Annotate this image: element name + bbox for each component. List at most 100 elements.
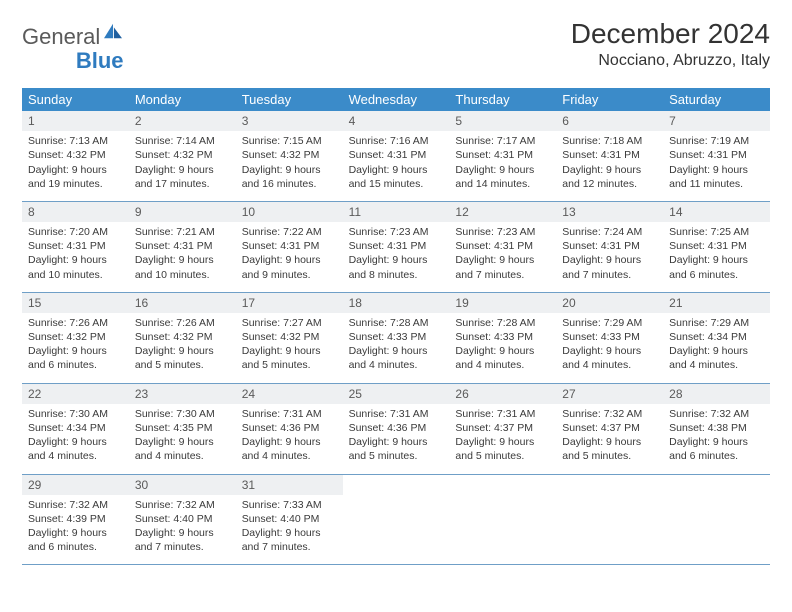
day-number (556, 475, 663, 495)
day-cell: 5Sunrise: 7:17 AMSunset: 4:31 PMDaylight… (449, 111, 556, 201)
day-body: Sunrise: 7:13 AMSunset: 4:32 PMDaylight:… (22, 131, 129, 201)
sunset-line: Sunset: 4:37 PM (455, 421, 550, 435)
day-number (343, 475, 450, 495)
day-number: 25 (343, 384, 450, 404)
sunset-line: Sunset: 4:31 PM (455, 148, 550, 162)
sunrise-line: Sunrise: 7:20 AM (28, 225, 123, 239)
sunrise-line: Sunrise: 7:29 AM (669, 316, 764, 330)
sunrise-line: Sunrise: 7:18 AM (562, 134, 657, 148)
weekday-header: Saturday (663, 88, 770, 111)
daylight-line: Daylight: 9 hours and 16 minutes. (242, 163, 337, 191)
daylight-line: Daylight: 9 hours and 5 minutes. (562, 435, 657, 463)
day-body: Sunrise: 7:26 AMSunset: 4:32 PMDaylight:… (22, 313, 129, 383)
sunset-line: Sunset: 4:40 PM (242, 512, 337, 526)
day-cell: 29Sunrise: 7:32 AMSunset: 4:39 PMDayligh… (22, 475, 129, 565)
day-cell: 12Sunrise: 7:23 AMSunset: 4:31 PMDayligh… (449, 202, 556, 292)
day-number: 22 (22, 384, 129, 404)
sunrise-line: Sunrise: 7:32 AM (135, 498, 230, 512)
sunrise-line: Sunrise: 7:32 AM (669, 407, 764, 421)
sunset-line: Sunset: 4:31 PM (562, 148, 657, 162)
sunset-line: Sunset: 4:33 PM (455, 330, 550, 344)
sunrise-line: Sunrise: 7:23 AM (455, 225, 550, 239)
daylight-line: Daylight: 9 hours and 14 minutes. (455, 163, 550, 191)
daylight-line: Daylight: 9 hours and 5 minutes. (455, 435, 550, 463)
day-number (449, 475, 556, 495)
sunset-line: Sunset: 4:32 PM (28, 148, 123, 162)
day-number: 7 (663, 111, 770, 131)
weekday-header: Tuesday (236, 88, 343, 111)
sunset-line: Sunset: 4:36 PM (349, 421, 444, 435)
weekday-header: Friday (556, 88, 663, 111)
day-body: Sunrise: 7:23 AMSunset: 4:31 PMDaylight:… (343, 222, 450, 292)
day-body (556, 495, 663, 551)
sunset-line: Sunset: 4:32 PM (242, 148, 337, 162)
daylight-line: Daylight: 9 hours and 5 minutes. (135, 344, 230, 372)
daylight-line: Daylight: 9 hours and 4 minutes. (242, 435, 337, 463)
day-number: 19 (449, 293, 556, 313)
sunset-line: Sunset: 4:31 PM (669, 148, 764, 162)
sunrise-line: Sunrise: 7:24 AM (562, 225, 657, 239)
sunset-line: Sunset: 4:31 PM (455, 239, 550, 253)
day-number: 23 (129, 384, 236, 404)
day-number: 3 (236, 111, 343, 131)
sunset-line: Sunset: 4:31 PM (242, 239, 337, 253)
sunrise-line: Sunrise: 7:30 AM (28, 407, 123, 421)
day-body: Sunrise: 7:31 AMSunset: 4:36 PMDaylight:… (343, 404, 450, 474)
day-body: Sunrise: 7:31 AMSunset: 4:36 PMDaylight:… (236, 404, 343, 474)
day-number (663, 475, 770, 495)
day-body: Sunrise: 7:18 AMSunset: 4:31 PMDaylight:… (556, 131, 663, 201)
sunset-line: Sunset: 4:33 PM (562, 330, 657, 344)
sunset-line: Sunset: 4:34 PM (28, 421, 123, 435)
day-body: Sunrise: 7:21 AMSunset: 4:31 PMDaylight:… (129, 222, 236, 292)
day-cell: 10Sunrise: 7:22 AMSunset: 4:31 PMDayligh… (236, 202, 343, 292)
week-row: 8Sunrise: 7:20 AMSunset: 4:31 PMDaylight… (22, 202, 770, 293)
day-body: Sunrise: 7:25 AMSunset: 4:31 PMDaylight:… (663, 222, 770, 292)
sunrise-line: Sunrise: 7:31 AM (349, 407, 444, 421)
daylight-line: Daylight: 9 hours and 8 minutes. (349, 253, 444, 281)
day-cell: 30Sunrise: 7:32 AMSunset: 4:40 PMDayligh… (129, 475, 236, 565)
sunset-line: Sunset: 4:36 PM (242, 421, 337, 435)
day-number: 20 (556, 293, 663, 313)
sunrise-line: Sunrise: 7:28 AM (455, 316, 550, 330)
day-number: 31 (236, 475, 343, 495)
sunrise-line: Sunrise: 7:32 AM (28, 498, 123, 512)
day-body: Sunrise: 7:23 AMSunset: 4:31 PMDaylight:… (449, 222, 556, 292)
weekday-header: Thursday (449, 88, 556, 111)
day-body: Sunrise: 7:33 AMSunset: 4:40 PMDaylight:… (236, 495, 343, 565)
day-cell (343, 475, 450, 565)
sunrise-line: Sunrise: 7:31 AM (242, 407, 337, 421)
day-body: Sunrise: 7:28 AMSunset: 4:33 PMDaylight:… (449, 313, 556, 383)
day-cell: 2Sunrise: 7:14 AMSunset: 4:32 PMDaylight… (129, 111, 236, 201)
day-cell (449, 475, 556, 565)
sunset-line: Sunset: 4:32 PM (135, 148, 230, 162)
daylight-line: Daylight: 9 hours and 6 minutes. (28, 344, 123, 372)
day-body: Sunrise: 7:32 AMSunset: 4:40 PMDaylight:… (129, 495, 236, 565)
day-number: 5 (449, 111, 556, 131)
sunrise-line: Sunrise: 7:21 AM (135, 225, 230, 239)
daylight-line: Daylight: 9 hours and 19 minutes. (28, 163, 123, 191)
daylight-line: Daylight: 9 hours and 6 minutes. (28, 526, 123, 554)
day-body: Sunrise: 7:22 AMSunset: 4:31 PMDaylight:… (236, 222, 343, 292)
daylight-line: Daylight: 9 hours and 7 minutes. (455, 253, 550, 281)
day-body: Sunrise: 7:29 AMSunset: 4:34 PMDaylight:… (663, 313, 770, 383)
day-cell: 15Sunrise: 7:26 AMSunset: 4:32 PMDayligh… (22, 293, 129, 383)
day-number: 8 (22, 202, 129, 222)
sunset-line: Sunset: 4:31 PM (28, 239, 123, 253)
day-number: 28 (663, 384, 770, 404)
brand-part2: Blue (76, 48, 124, 74)
day-body: Sunrise: 7:19 AMSunset: 4:31 PMDaylight:… (663, 131, 770, 201)
sunset-line: Sunset: 4:31 PM (562, 239, 657, 253)
daylight-line: Daylight: 9 hours and 7 minutes. (562, 253, 657, 281)
sunrise-line: Sunrise: 7:31 AM (455, 407, 550, 421)
sunrise-line: Sunrise: 7:29 AM (562, 316, 657, 330)
day-cell (556, 475, 663, 565)
daylight-line: Daylight: 9 hours and 4 minutes. (669, 344, 764, 372)
sunset-line: Sunset: 4:39 PM (28, 512, 123, 526)
week-row: 1Sunrise: 7:13 AMSunset: 4:32 PMDaylight… (22, 111, 770, 202)
daylight-line: Daylight: 9 hours and 6 minutes. (669, 435, 764, 463)
title-block: December 2024 Nocciano, Abruzzo, Italy (571, 18, 770, 70)
day-number: 1 (22, 111, 129, 131)
daylight-line: Daylight: 9 hours and 6 minutes. (669, 253, 764, 281)
daylight-line: Daylight: 9 hours and 4 minutes. (349, 344, 444, 372)
day-cell: 11Sunrise: 7:23 AMSunset: 4:31 PMDayligh… (343, 202, 450, 292)
